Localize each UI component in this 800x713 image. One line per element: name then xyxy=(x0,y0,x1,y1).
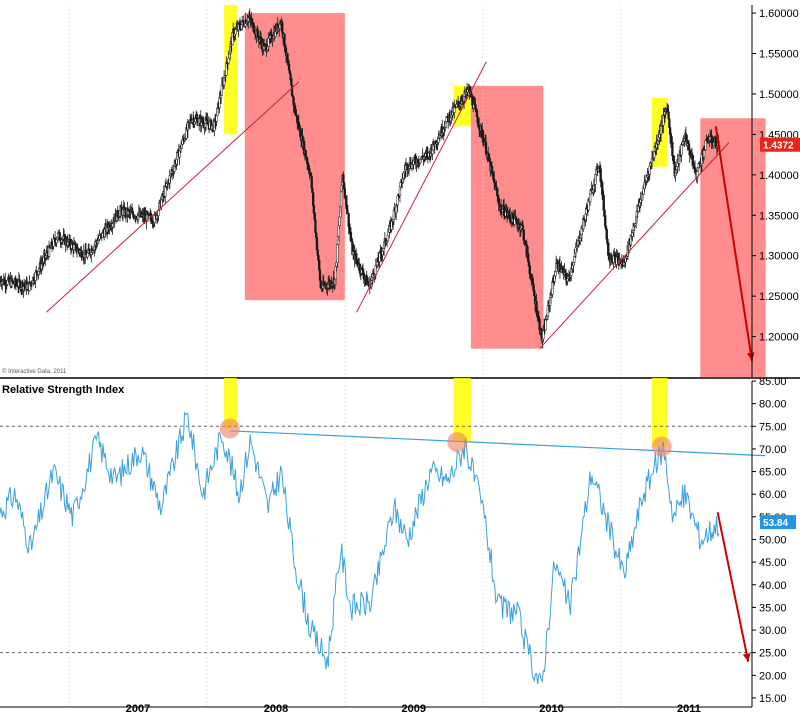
rsi-tick-label: 40.00 xyxy=(759,580,787,592)
candle-body xyxy=(339,190,343,208)
x-tick-label: 2008 xyxy=(264,703,288,713)
rsi-tick-label: 15.00 xyxy=(759,693,787,705)
rsi-tick-label: 65.00 xyxy=(759,467,787,479)
rsi-shaded-regions xyxy=(224,378,668,447)
rsi-tick-label: 85.00 xyxy=(759,376,787,388)
candle-body xyxy=(544,319,547,331)
price-tick-label: 1.35000 xyxy=(759,210,799,222)
x-tick-label: 2007 xyxy=(126,703,150,713)
candle-body xyxy=(312,205,316,213)
rsi-peak-circle xyxy=(651,436,672,457)
rsi-tick-label: 50.00 xyxy=(759,534,787,546)
price-trendline xyxy=(46,81,300,313)
candle-body xyxy=(493,178,496,183)
rsi-peak-circles xyxy=(219,418,672,457)
candle-body xyxy=(318,259,321,271)
rsi-line xyxy=(0,411,720,685)
rsi-tick-label: 30.00 xyxy=(759,625,787,637)
last-price-badge xyxy=(760,137,800,152)
rsi-down-arrow-head xyxy=(742,652,751,662)
rsi-tick-label: 25.00 xyxy=(759,648,787,660)
x-tick-label: 2010 xyxy=(539,703,563,713)
price-candles xyxy=(0,8,721,349)
rsi-tick-label: 70.00 xyxy=(759,444,787,456)
candle-body xyxy=(283,33,286,47)
candle-body xyxy=(336,244,339,263)
rsi-tick-label: 60.00 xyxy=(759,489,787,501)
candle-body xyxy=(386,235,390,242)
rsi-tick-label: 20.00 xyxy=(759,670,787,682)
yellow-region-rsi xyxy=(224,378,237,429)
candle-body xyxy=(484,141,488,154)
candle-body xyxy=(215,115,218,122)
rsi-resistance-line xyxy=(229,430,766,457)
candle-body xyxy=(702,150,706,158)
rsi-down-arrow xyxy=(716,512,750,662)
rsi-tick-label: 35.00 xyxy=(759,602,787,614)
yellow-region-rsi xyxy=(652,378,668,447)
rsi-panel-title: Relative Strength Index xyxy=(2,384,125,396)
rsi-axis: 85.0080.0075.0070.0065.0060.0055.0050.00… xyxy=(751,376,796,707)
candle-body xyxy=(573,256,576,263)
rsi-series-line xyxy=(0,411,720,685)
price-tick-label: 1.20000 xyxy=(759,332,799,344)
rsi-trendline xyxy=(229,430,766,457)
x-axis: 2007 2008 2009 2010 2011 xyxy=(0,703,752,713)
price-down-arrow-head xyxy=(746,352,755,361)
candle-body xyxy=(588,193,592,203)
x-tick-label: 2011 xyxy=(677,703,701,713)
rsi-tick-label: 75.00 xyxy=(759,421,787,433)
rsi-last-badge xyxy=(760,515,796,530)
x-tick-label: 2009 xyxy=(402,703,426,713)
price-tick-label: 1.55000 xyxy=(759,49,799,61)
candle-body xyxy=(72,244,76,251)
price-trendlines xyxy=(46,61,730,350)
candle-body xyxy=(704,140,707,150)
candle-body xyxy=(538,318,541,330)
candle-body xyxy=(290,84,294,96)
candle-body xyxy=(338,216,341,226)
price-tick-label: 1.40000 xyxy=(759,170,799,182)
price-trendline xyxy=(539,142,730,350)
last-price-label: 1.4372 xyxy=(763,141,794,152)
price-down-arrow xyxy=(714,126,753,361)
candle-body xyxy=(659,125,663,135)
rsi-last-label: 53.84 xyxy=(763,518,788,529)
rsi-arrow xyxy=(716,512,751,662)
candle-body xyxy=(345,195,348,209)
candle-body xyxy=(680,144,683,156)
price-axis: 1.200001.250001.300001.350001.400001.450… xyxy=(751,5,800,377)
candle-body xyxy=(542,330,545,340)
candle-body xyxy=(289,73,292,80)
rsi-peak-circle xyxy=(447,432,468,453)
candle-body xyxy=(437,138,440,143)
candle-body xyxy=(281,22,284,33)
red-region xyxy=(244,13,345,301)
red-region xyxy=(700,118,766,377)
candle-body xyxy=(606,238,609,244)
price-tick-label: 1.25000 xyxy=(759,291,799,303)
price-arrow xyxy=(714,126,755,361)
rsi-tick-label: 80.00 xyxy=(759,399,787,411)
price-tick-label: 1.60000 xyxy=(759,8,799,20)
candle-body xyxy=(227,57,230,64)
rsi-grid xyxy=(0,381,752,707)
price-trendline xyxy=(356,61,487,313)
price-tick-label: 1.30000 xyxy=(759,251,799,263)
rsi-peak-circle xyxy=(219,418,240,439)
price-tick-label: 1.50000 xyxy=(759,89,799,101)
data-credit: © Interactive Data, 2011 xyxy=(2,368,67,375)
candle-body xyxy=(604,215,607,227)
rsi-tick-label: 45.00 xyxy=(759,557,787,569)
